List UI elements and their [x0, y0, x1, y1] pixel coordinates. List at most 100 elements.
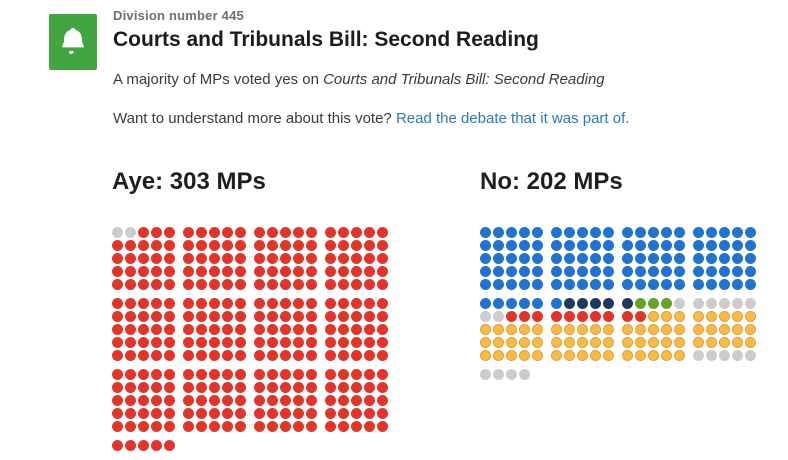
gray-mp-dot	[719, 298, 730, 309]
red-mp-dot	[293, 382, 304, 393]
blue-mp-dot	[732, 266, 743, 277]
blue-mp-dot	[532, 227, 543, 238]
red-mp-dot	[183, 324, 194, 335]
division-number-label: Division number 445	[113, 8, 244, 23]
red-mp-dot	[112, 266, 123, 277]
red-mp-dot	[196, 421, 207, 432]
dot-block	[551, 298, 614, 361]
dot-block	[693, 227, 756, 290]
blue-mp-dot	[693, 279, 704, 290]
blue-mp-dot	[519, 253, 530, 264]
red-mp-dot	[138, 421, 149, 432]
red-mp-dot	[280, 350, 291, 361]
blue-mp-dot	[693, 266, 704, 277]
red-mp-dot	[338, 408, 349, 419]
red-mp-dot	[235, 408, 246, 419]
red-mp-dot	[325, 369, 336, 380]
red-mp-dot	[151, 382, 162, 393]
red-mp-dot	[151, 240, 162, 251]
dot-block	[480, 298, 543, 361]
vote-summary: A majority of MPs voted yes on Courts an…	[113, 70, 753, 90]
red-mp-dot	[164, 440, 175, 451]
red-mp-dot	[151, 369, 162, 380]
red-mp-dot	[183, 369, 194, 380]
red-mp-dot	[183, 337, 194, 348]
red-mp-dot	[222, 279, 233, 290]
blue-mp-dot	[519, 227, 530, 238]
red-mp-dot	[622, 311, 633, 322]
red-mp-dot	[364, 337, 375, 348]
red-mp-dot	[377, 266, 388, 277]
red-mp-dot	[306, 382, 317, 393]
blue-mp-dot	[551, 227, 562, 238]
red-mp-dot	[267, 266, 278, 277]
gray-mp-dot	[112, 227, 123, 238]
blue-mp-dot	[622, 266, 633, 277]
red-mp-dot	[325, 266, 336, 277]
blue-mp-dot	[506, 298, 517, 309]
red-mp-dot	[280, 240, 291, 251]
red-mp-dot	[280, 382, 291, 393]
blue-mp-dot	[648, 266, 659, 277]
red-mp-dot	[351, 266, 362, 277]
red-mp-dot	[196, 266, 207, 277]
red-mp-dot	[196, 369, 207, 380]
gray-mp-dot	[493, 311, 504, 322]
red-mp-dot	[351, 369, 362, 380]
red-mp-dot	[235, 311, 246, 322]
blue-mp-dot	[693, 253, 704, 264]
blue-mp-dot	[706, 266, 717, 277]
blue-mp-dot	[719, 279, 730, 290]
amber-mp-dot	[551, 324, 562, 335]
red-mp-dot	[235, 382, 246, 393]
blue-mp-dot	[564, 266, 575, 277]
amber-mp-dot	[635, 350, 646, 361]
red-mp-dot	[183, 298, 194, 309]
red-mp-dot	[306, 240, 317, 251]
red-mp-dot	[151, 350, 162, 361]
red-mp-dot	[267, 240, 278, 251]
amber-mp-dot	[693, 311, 704, 322]
red-mp-dot	[267, 227, 278, 238]
red-mp-dot	[364, 266, 375, 277]
red-mp-dot	[338, 350, 349, 361]
red-mp-dot	[377, 350, 388, 361]
red-mp-dot	[325, 350, 336, 361]
red-mp-dot	[306, 298, 317, 309]
red-mp-dot	[164, 240, 175, 251]
red-mp-dot	[577, 311, 588, 322]
amber-mp-dot	[480, 337, 491, 348]
red-mp-dot	[235, 395, 246, 406]
blue-mp-dot	[719, 266, 730, 277]
red-mp-dot	[183, 311, 194, 322]
amber-mp-dot	[532, 337, 543, 348]
blue-mp-dot	[551, 253, 562, 264]
red-mp-dot	[138, 240, 149, 251]
blue-mp-dot	[551, 266, 562, 277]
red-mp-dot	[164, 421, 175, 432]
dot-block	[480, 369, 543, 380]
red-mp-dot	[280, 395, 291, 406]
red-mp-dot	[364, 298, 375, 309]
amber-mp-dot	[506, 324, 517, 335]
red-mp-dot	[125, 369, 136, 380]
red-mp-dot	[338, 311, 349, 322]
red-mp-dot	[306, 253, 317, 264]
blue-mp-dot	[590, 279, 601, 290]
red-mp-dot	[338, 369, 349, 380]
red-mp-dot	[138, 382, 149, 393]
red-mp-dot	[222, 350, 233, 361]
blue-mp-dot	[745, 240, 756, 251]
red-mp-dot	[325, 421, 336, 432]
blue-mp-dot	[577, 240, 588, 251]
red-mp-dot	[364, 311, 375, 322]
amber-mp-dot	[519, 337, 530, 348]
debate-link[interactable]: Read the debate that it was part of.	[395, 110, 630, 127]
no-heading: No: 202 MPs	[480, 168, 623, 195]
red-mp-dot	[325, 227, 336, 238]
blue-mp-dot	[603, 253, 614, 264]
dot-block	[112, 440, 175, 451]
red-mp-dot	[351, 240, 362, 251]
green-mp-dot	[661, 298, 672, 309]
red-mp-dot	[280, 279, 291, 290]
